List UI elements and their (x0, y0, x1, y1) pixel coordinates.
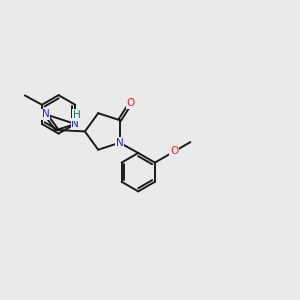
Text: O: O (170, 146, 178, 156)
Text: O: O (126, 98, 135, 108)
Text: H: H (73, 110, 81, 120)
Text: N: N (116, 138, 124, 148)
Text: N: N (42, 110, 50, 119)
Text: N: N (71, 119, 79, 129)
